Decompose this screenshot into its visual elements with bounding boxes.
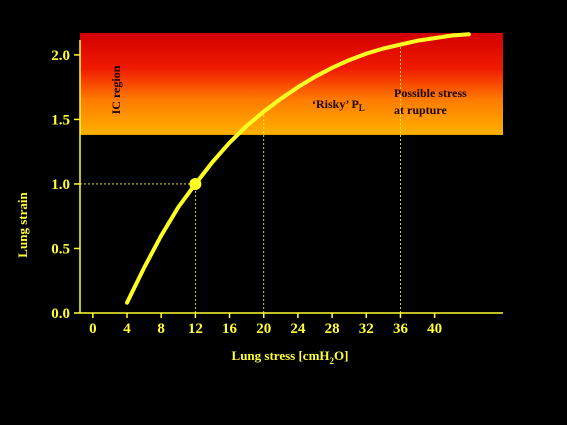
y-axis-label: Lung strain xyxy=(15,192,30,258)
x-tick-label: 28 xyxy=(325,321,340,337)
x-tick-label: 4 xyxy=(123,321,131,337)
y-tick-label: 1.5 xyxy=(51,112,70,128)
x-tick-label: 12 xyxy=(188,321,203,337)
y-tick-label: 2.0 xyxy=(51,48,70,64)
rupture-label-line1: Possible stress xyxy=(394,86,467,100)
rupture-label-line2: at rupture xyxy=(394,103,447,117)
y-tick-label: 0.0 xyxy=(51,306,70,322)
x-tick-label: 0 xyxy=(89,321,97,337)
strain-stress-curve xyxy=(125,32,471,305)
x-tick-label: 36 xyxy=(393,321,409,337)
y-tick-label: 1.0 xyxy=(51,177,70,193)
risky-pl-label: ‘Risky’ PL xyxy=(312,97,365,113)
x-tick-label: 40 xyxy=(427,321,442,337)
x-axis-label: Lung stress [cmH2O] xyxy=(232,348,349,366)
x-tick-label: 8 xyxy=(157,321,165,337)
x-tick-label: 16 xyxy=(222,321,238,337)
x-tick-label: 32 xyxy=(359,321,374,337)
ic-point-marker xyxy=(189,177,202,190)
x-tick-label: 20 xyxy=(256,321,271,337)
x-tick-label: 24 xyxy=(290,321,306,337)
danger-band xyxy=(80,32,503,135)
y-tick-label: 0.5 xyxy=(51,241,70,257)
ic-region-label: IC region xyxy=(109,65,123,114)
